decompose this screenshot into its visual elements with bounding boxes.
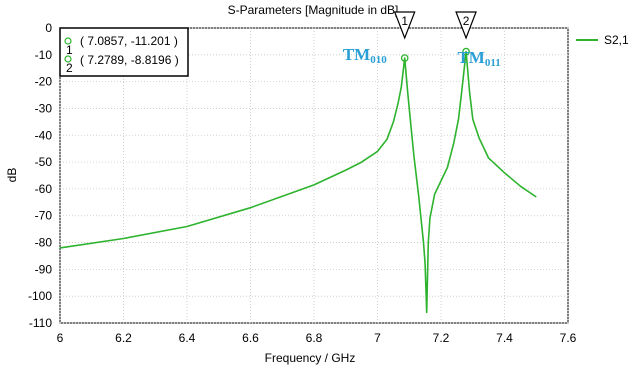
y-tick-label: -40 (35, 128, 53, 142)
x-tick-label: 7.4 (496, 331, 513, 345)
x-tick-label: 7 (374, 331, 381, 345)
x-axis-title: Frequency / GHz (265, 351, 356, 365)
y-tick-label: -30 (35, 101, 53, 115)
y-tick-label: -50 (35, 155, 53, 169)
x-tick-label: 6.8 (306, 331, 323, 345)
marker-2-swatch (64, 55, 72, 63)
marker-flag-2 (455, 11, 477, 40)
marker-flag-1 (393, 11, 416, 40)
marker-2-readout: ( 7.2789, -8.8196 ) (80, 53, 179, 67)
y-tick-label: -70 (35, 209, 53, 223)
legend-label: S2,1 (604, 33, 629, 47)
y-tick-label: -90 (35, 262, 53, 276)
x-tick-label: 7.2 (433, 331, 450, 345)
x-tick-label: 6.6 (242, 331, 259, 345)
series-line-s21 (59, 50, 537, 314)
x-tick-labels: 6 6.2 6.4 6.6 6.8 7 7.2 7.4 7.6 (57, 331, 577, 345)
marker-point-1 (400, 54, 409, 62)
x-tick-label: 7.6 (560, 331, 577, 345)
chart-title: S-Parameters [Magnitude in dB] (228, 3, 399, 17)
y-tick-labels: 0 -10 -20 -30 -40 -50 -60 -70 -80 -90 -100 -110 (28, 21, 52, 330)
mode-labels: TM010 TM011 (343, 45, 501, 69)
x-tick-label: 6.2 (115, 331, 132, 345)
y-tick-label: -100 (28, 289, 52, 303)
grid-lines (59, 27, 569, 324)
marker-1-id: 1 (66, 43, 73, 57)
y-tick-label: 0 (45, 21, 52, 35)
marker-1-swatch (64, 37, 72, 45)
marker-2-id: 2 (66, 61, 73, 75)
y-tick-label: -80 (35, 236, 53, 250)
legend: S2,1 (576, 33, 629, 47)
y-tick-label: -110 (29, 316, 52, 330)
marker-readout-box: 1 ( 7.0857, -11.201 ) 2 ( 7.2789, -8.819… (59, 27, 189, 77)
marker-flag-label-2: 2 (463, 14, 470, 28)
mode-label-011: TM011 (457, 48, 500, 69)
x-tick-label: 6 (57, 331, 64, 345)
y-tick-label: -10 (35, 48, 53, 62)
y-tick-label: -20 (35, 75, 53, 89)
marker-1-readout: ( 7.0857, -11.201 ) (80, 34, 178, 48)
mode-label-010: TM010 (343, 45, 387, 66)
y-tick-label: -60 (35, 182, 53, 196)
marker-flag-label-1: 1 (401, 14, 408, 28)
x-tick-label: 6.4 (179, 331, 196, 345)
series-layer (59, 50, 537, 314)
y-axis-title: dB (5, 168, 19, 183)
marker-point-2 (462, 47, 470, 56)
